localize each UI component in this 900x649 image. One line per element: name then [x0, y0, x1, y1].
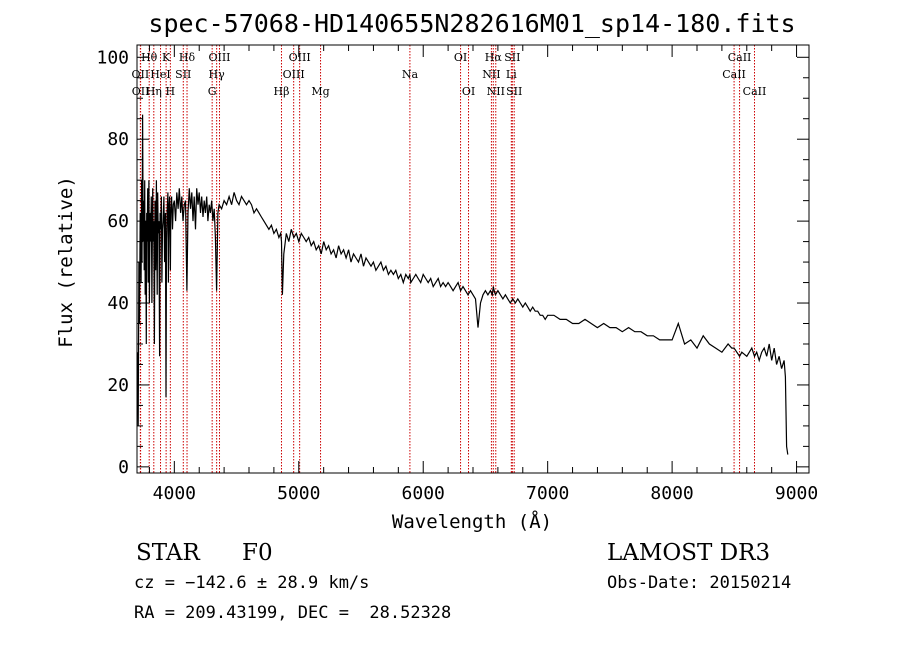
y-tick-label: 20: [107, 375, 129, 396]
x-tick-label: 9000: [775, 483, 818, 504]
spectral-line-label: OII: [132, 68, 150, 81]
x-tick-label: 8000: [650, 483, 693, 504]
spectral-line-label: Hβ: [274, 85, 290, 98]
x-tick-label: 6000: [402, 483, 445, 504]
spectral-line-label: SII: [175, 68, 191, 81]
y-tick-label: 40: [107, 293, 129, 314]
sky-coordinates: RA = 209.43199, DEC = 28.52328: [134, 603, 452, 623]
spectral-line-label: OIII: [208, 51, 230, 64]
spectral-line-label: G: [208, 85, 217, 98]
spectral-line-label: K: [162, 51, 171, 64]
chart-title: spec-57068-HD140655N282616M01_sp14-180.f…: [148, 9, 795, 38]
survey-name: LAMOST DR3: [607, 540, 771, 566]
axis-ticks: 4000 5000 6000 7000 8000 9000 0 20 40 60 80 100: [96, 45, 818, 504]
spectral-line-label: Hγ: [209, 68, 226, 81]
plot-frame: [136, 44, 810, 474]
spectral-line-label: OII: [132, 85, 150, 98]
spectral-line-label: OI: [462, 85, 475, 98]
spectral-line-label: SII: [504, 51, 520, 64]
spectral-line-label: CaII: [743, 85, 767, 98]
spectral-line-label: Hθ: [141, 51, 158, 64]
spectral-line-label: Hδ: [179, 51, 196, 64]
spectral-line-label: NII: [482, 68, 500, 81]
redshift-velocity: cz = −142.6 ± 28.9 km/s: [134, 573, 370, 593]
spectral-subclass: F0: [242, 540, 273, 566]
y-tick-label: 80: [107, 129, 129, 150]
spectrum-flux-line: [137, 114, 789, 455]
spectral-line-label: OIII: [283, 68, 305, 81]
spectrum-chart: spec-57068-HD140655N282616M01_sp14-180.f…: [55, 9, 818, 533]
spectral-line-label: Mg: [311, 85, 329, 98]
spectral-line-label: OI: [454, 51, 467, 64]
spectral-line-label: SII: [506, 85, 522, 98]
spectral-line-label: Hη: [146, 85, 162, 98]
spectral-line-labels: HθOIIOIIHηHeIKHSIIHδGHγOIIIHβOIIIOIIIMgN…: [132, 51, 767, 98]
observation-date: Obs-Date: 20150214: [607, 573, 792, 593]
x-tick-label: 4000: [153, 483, 196, 504]
spectral-line-label: Li: [506, 68, 517, 81]
spectral-line-label: Hα: [485, 51, 503, 64]
object-class: STAR: [136, 540, 200, 566]
spectral-line-label: OIII: [289, 51, 311, 64]
spectral-line-label: HeI: [150, 68, 170, 81]
y-tick-label: 0: [118, 457, 129, 478]
spectral-line-label: CaII: [728, 51, 752, 64]
x-tick-label: 7000: [526, 483, 569, 504]
x-tick-label: 5000: [277, 483, 320, 504]
spectral-line-label: NII: [487, 85, 505, 98]
spectral-line-label: Na: [402, 68, 419, 81]
x-axis-label: Wavelength (Å): [392, 510, 552, 533]
y-axis-label: Flux (relative): [55, 176, 77, 348]
spectral-line-label: CaII: [722, 68, 746, 81]
y-tick-label: 100: [96, 47, 129, 68]
spectral-line-markers: [139, 45, 755, 473]
spectral-line-label: H: [166, 85, 176, 98]
y-tick-label: 60: [107, 211, 129, 232]
